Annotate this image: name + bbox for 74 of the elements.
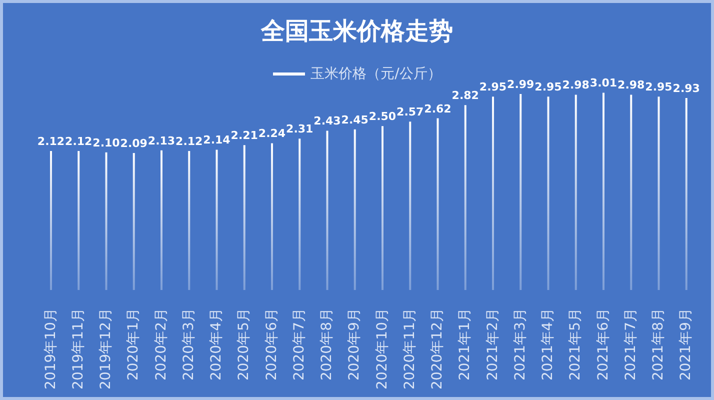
bar — [188, 151, 190, 290]
bar — [326, 130, 328, 290]
data-label: 2.98 — [618, 78, 645, 92]
x-tick-label: 2020年10月 — [374, 308, 390, 390]
bar — [160, 150, 162, 290]
x-tick-label: 2021年8月 — [650, 308, 667, 381]
x-tick-label: 2020年12月 — [430, 308, 446, 390]
bar — [298, 138, 301, 290]
data-label: 2.31 — [286, 122, 314, 136]
x-tick-label: 2020年6月 — [264, 308, 280, 381]
legend-label: 玉米价格（元/公斤） — [310, 65, 442, 83]
data-label: 2.14 — [203, 134, 231, 147]
data-label: 2.09 — [120, 137, 148, 150]
data-label: 2.98 — [562, 78, 590, 92]
x-tick-label: 2020年9月 — [346, 308, 363, 381]
bar — [464, 105, 466, 290]
x-tick-label: 2020年5月 — [236, 308, 252, 381]
x-tick-label: 2021年2月 — [484, 308, 501, 381]
bar — [658, 96, 660, 290]
data-label: 3.01 — [590, 76, 618, 90]
x-tick-label: 2021年6月 — [595, 308, 612, 381]
data-label: 2.12 — [65, 135, 92, 148]
bar — [574, 94, 577, 290]
bar — [630, 94, 632, 290]
data-label: 2.10 — [92, 136, 120, 150]
x-tick-label: 2020年2月 — [153, 308, 170, 381]
bar — [602, 92, 604, 290]
bar — [50, 151, 52, 290]
bar — [132, 153, 135, 290]
data-label: 2.13 — [148, 134, 176, 148]
bar — [520, 94, 522, 290]
bar — [78, 151, 80, 290]
bar — [105, 152, 108, 290]
bar — [271, 143, 273, 290]
bar — [436, 118, 439, 290]
x-tick-label: 2020年7月 — [291, 308, 308, 381]
x-tick-label: 2020年4月 — [208, 308, 225, 381]
x-tick-label: 2019年10月 — [42, 308, 59, 390]
x-tick-label: 2019年12月 — [98, 308, 114, 390]
x-tick-label: 2020年11月 — [402, 308, 418, 390]
data-label: 2.50 — [368, 110, 396, 124]
x-tick-label: 2021年9月 — [678, 308, 694, 381]
bar — [409, 122, 412, 290]
x-tick-label: 2021年1月 — [457, 308, 474, 381]
bar — [354, 129, 356, 290]
data-label: 2.82 — [452, 89, 479, 102]
bar — [547, 96, 550, 290]
x-tick-label: 2020年8月 — [319, 308, 336, 381]
chart-title: 全国玉米价格走势 — [260, 16, 454, 47]
data-label: 2.57 — [396, 106, 424, 119]
data-label: 2.24 — [258, 127, 286, 140]
data-label: 2.99 — [507, 78, 534, 92]
bar — [243, 145, 246, 290]
x-tick-label: 2021年3月 — [512, 308, 528, 381]
data-label: 2.43 — [314, 114, 341, 128]
data-label: 2.95 — [479, 80, 507, 94]
x-tick-label: 2020年1月 — [126, 308, 142, 381]
x-tick-label: 2021年7月 — [622, 308, 639, 381]
bar — [685, 98, 688, 290]
data-label: 2.62 — [424, 102, 452, 116]
data-label: 2.95 — [534, 80, 562, 94]
x-tick-label: 2021年5月 — [568, 308, 584, 381]
data-label: 2.12 — [37, 135, 65, 148]
x-tick-label: 2020年3月 — [180, 308, 197, 381]
bar — [216, 150, 218, 290]
x-tick-label: 2019年11月 — [70, 308, 86, 390]
data-label: 2.45 — [341, 113, 368, 126]
data-label: 2.21 — [230, 129, 258, 142]
bar — [382, 126, 384, 290]
bar — [492, 96, 494, 290]
data-label: 2.95 — [645, 80, 672, 94]
data-label: 2.12 — [176, 135, 203, 148]
x-tick-label: 2021年4月 — [540, 308, 556, 381]
data-label: 2.93 — [672, 82, 700, 95]
